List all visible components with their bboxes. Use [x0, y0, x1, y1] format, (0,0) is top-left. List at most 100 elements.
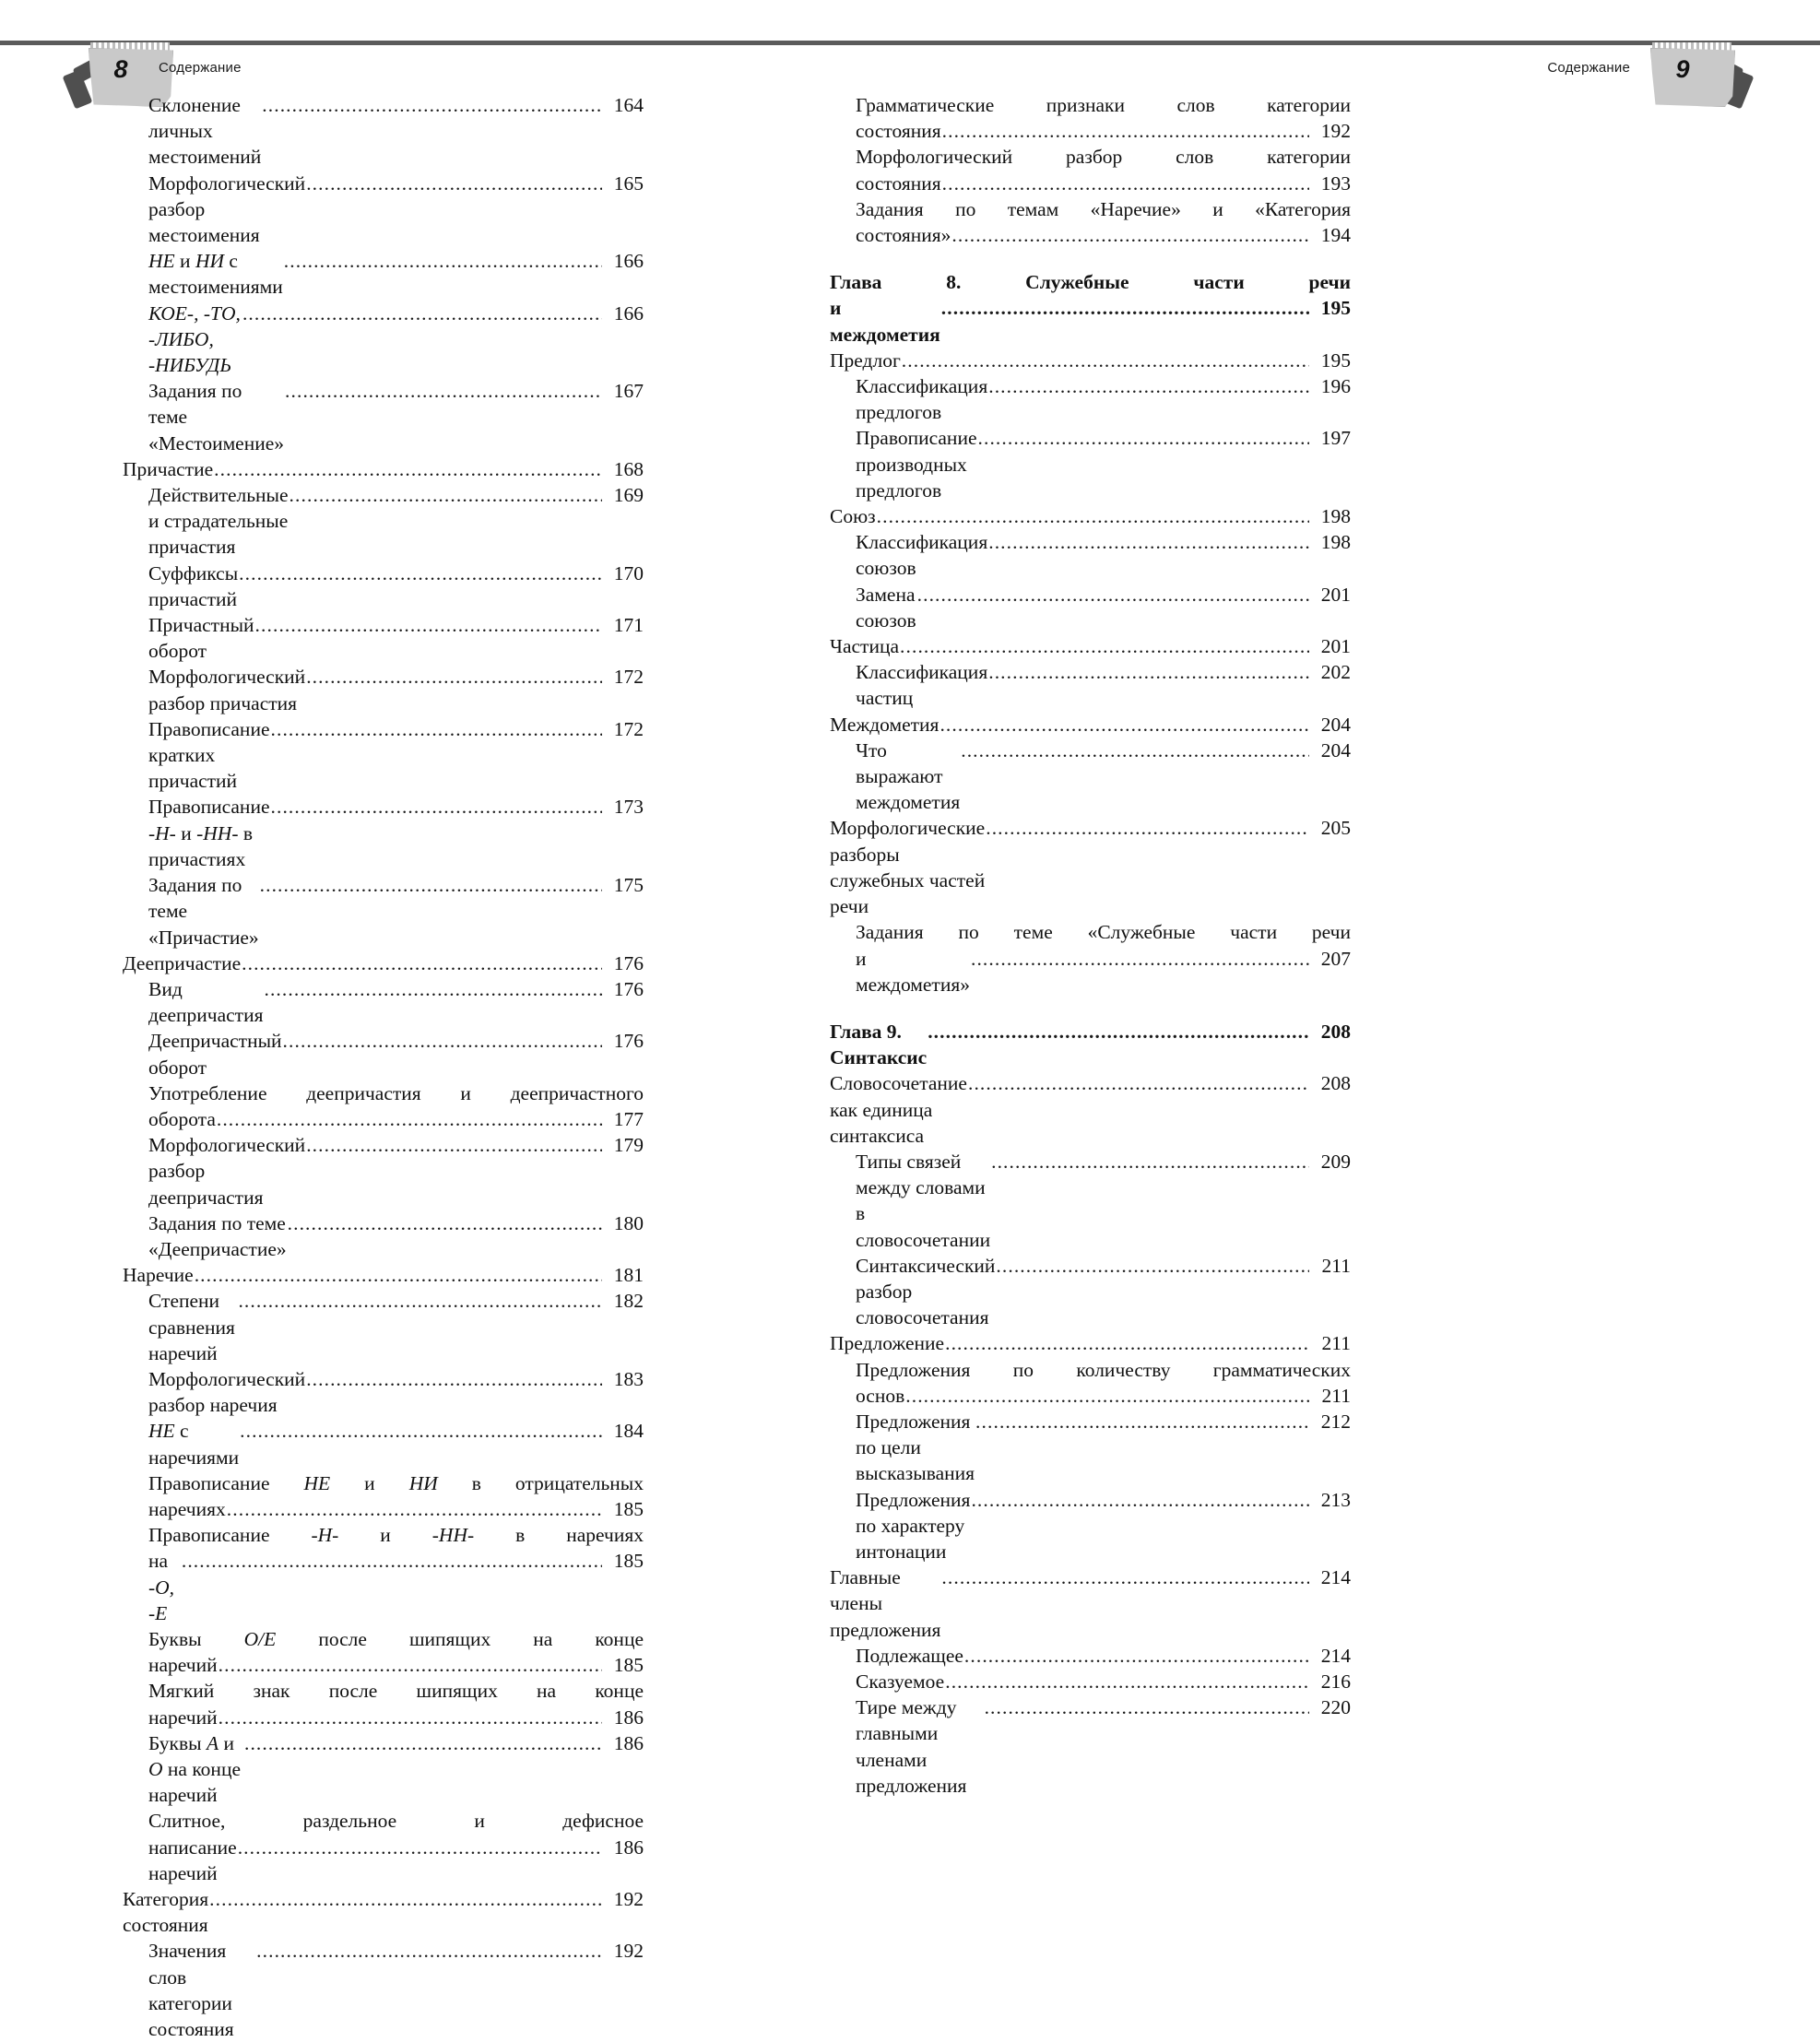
dot-leader [288, 1210, 602, 1236]
toc-entry[interactable]: Морфологические разборы служебных частей… [830, 815, 1351, 919]
dot-leader [905, 1383, 1309, 1409]
toc-entry[interactable]: Предложения по количеству грамматических… [830, 1357, 1351, 1409]
toc-entry[interactable]: Действительные и страдательные причастия… [123, 482, 644, 561]
toc-chapter-entry[interactable]: Глава 8. Служебные части речи и междомети… [830, 269, 1351, 348]
toc-entry[interactable]: Частица 201 [830, 633, 1351, 659]
toc-entry-title: Классификация частиц [856, 661, 988, 710]
toc-page-number: 205 [1320, 817, 1351, 840]
toc-entry[interactable]: Замена союзов 201 [830, 582, 1351, 633]
toc-entry-title-line2: наречий [148, 1706, 218, 1729]
toc-entry-title: Предложения по цели высказывания [856, 1410, 975, 1485]
toc-entry[interactable]: Причастие 168 [123, 456, 644, 482]
dot-leader [985, 1694, 1309, 1720]
toc-entry[interactable]: Предлог 195 [830, 348, 1351, 373]
toc-entry[interactable]: Задания по теме «Деепричастие» 180 [123, 1210, 644, 1262]
toc-page-number: 168 [613, 457, 644, 480]
toc-entry[interactable]: Задания по теме «Причастие» 175 [123, 872, 644, 950]
toc-entry[interactable]: Главные члены предложения 214 [830, 1564, 1351, 1643]
toc-page-number: 198 [1320, 505, 1351, 528]
toc-entry-title: Морфологические разборы служебных частей… [830, 817, 986, 918]
dot-leader [255, 612, 602, 638]
toc-entry[interactable]: Подлежащее 214 [830, 1643, 1351, 1669]
toc-entry[interactable]: Мягкий знак после шипящих на конце наречи… [123, 1678, 644, 1729]
toc-entry[interactable]: Значения слов категории состояния 192 [123, 1938, 644, 2042]
toc-entry[interactable]: Буквы А и О на конце наречий 186 [123, 1730, 644, 1809]
toc-entry-title: Правописание -Н- и -НН- в причастиях [148, 796, 270, 870]
toc-entry-title: Словосочетание как единица синтаксиса [830, 1072, 967, 1147]
toc-entry[interactable]: Причастный оборот 171 [123, 612, 644, 664]
toc-page-number: 209 [1320, 1150, 1351, 1173]
toc-entry[interactable]: Правописание -Н- и -НН- в наречиях на -О,… [123, 1522, 644, 1626]
toc-entry[interactable]: Классификация союзов 198 [830, 529, 1351, 581]
toc-entry[interactable]: Классификация частиц 202 [830, 659, 1351, 711]
toc-entry[interactable]: Задания по темам «Наречие» и «Категория с… [830, 196, 1351, 248]
toc-entry[interactable]: Союз 198 [830, 503, 1351, 529]
toc-entry[interactable]: Междометия 204 [830, 712, 1351, 738]
dot-leader [306, 1366, 602, 1392]
toc-entry[interactable]: Задания по теме «Служебные части речи и м… [830, 919, 1351, 997]
toc-entry[interactable]: Склонение личных местоимений 164 [123, 92, 644, 171]
toc-entry[interactable]: Тире между главными членами предложения 2… [830, 1694, 1351, 1799]
dot-leader [978, 425, 1310, 451]
toc-page-number: 186 [613, 1731, 644, 1754]
toc-entry-title: Сказуемое [856, 1670, 945, 1693]
page-number-right: 9 [1675, 55, 1690, 83]
toc-entry[interactable]: Буквы О/Е после шипящих на конце наречий 1… [123, 1626, 644, 1678]
toc-column-left: Склонение личных местоимений 164 Морфологи… [123, 92, 644, 2042]
dot-leader [986, 815, 1309, 841]
dot-leader [961, 738, 1309, 763]
toc-entry[interactable]: Морфологический разбор слов категории сос… [830, 144, 1351, 195]
dot-leader [285, 378, 602, 404]
toc-page-number: 186 [613, 1706, 644, 1729]
dot-leader [942, 118, 1309, 144]
toc-entry[interactable]: Грамматические признаки слов категории со… [830, 92, 1351, 144]
toc-entry[interactable]: Синтаксический разбор словосочетания 211 [830, 1253, 1351, 1331]
toc-entry[interactable]: Морфологический разбор причастия 172 [123, 664, 644, 715]
toc-entry[interactable]: Употребление деепричастия и деепричастно… [123, 1080, 644, 1132]
toc-entry[interactable]: Деепричастие 176 [123, 950, 644, 976]
dot-leader [951, 222, 1309, 248]
toc-entry[interactable]: Предложения по цели высказывания 212 [830, 1409, 1351, 1487]
toc-page-number: 197 [1320, 427, 1351, 450]
toc-entry[interactable]: Предложения по характеру интонации 213 [830, 1487, 1351, 1565]
toc-entry[interactable]: Правописание производных предлогов 197 [830, 425, 1351, 503]
toc-entry[interactable]: Правописание НЕ и НИ в отрицательных наре… [123, 1470, 644, 1522]
toc-entry-title-line2: состояния [856, 120, 941, 143]
dot-leader [996, 1253, 1309, 1279]
toc-page-number: 164 [613, 94, 644, 116]
toc-entry-title: Предложения по характеру интонации [856, 1488, 971, 1563]
toc-entry-title: Склонение личных местоимений [148, 94, 262, 169]
toc-entry[interactable]: Что выражают междометия 204 [830, 738, 1351, 816]
toc-entry[interactable]: Словосочетание как единица синтаксиса 208 [830, 1070, 1351, 1149]
toc-entry-title-line2: на -О, -Е [148, 1550, 175, 1624]
toc-entry-title-line1: Употребление деепричастия и деепричастно… [148, 1081, 644, 1104]
toc-entry[interactable]: Предложение 211 [830, 1330, 1351, 1356]
toc-entry[interactable]: НЕ с наречиями 184 [123, 1418, 644, 1470]
toc-entry[interactable]: Степени сравнения наречий 182 [123, 1288, 644, 1366]
toc-page-number: 173 [613, 796, 644, 819]
toc-entry[interactable]: Слитное, раздельное и дефисное написание … [123, 1808, 644, 1886]
dot-leader [940, 712, 1309, 738]
toc-entry[interactable]: Вид деепричастия 176 [123, 976, 644, 1028]
toc-entry[interactable]: Правописание -Н- и -НН- в причастиях 173 [123, 794, 644, 872]
dot-leader [964, 1643, 1309, 1669]
toc-page-number: 192 [613, 1888, 644, 1911]
toc-entry[interactable]: Морфологический разбор деепричастия 179 [123, 1132, 644, 1210]
toc-entry[interactable]: Сказуемое 216 [830, 1669, 1351, 1694]
toc-entry[interactable]: Классификация предлогов 196 [830, 373, 1351, 425]
toc-entry[interactable]: КОЕ-, -ТО, -ЛИБО, -НИБУДЬ 166 [123, 301, 644, 379]
toc-entry-title: НЕ и НИ с местоимениями [148, 250, 283, 299]
toc-entry[interactable]: Задания по теме «Местоимение» 167 [123, 378, 644, 456]
toc-entry[interactable]: Типы связей между словами в словосочетан… [830, 1149, 1351, 1253]
toc-entry[interactable]: Морфологический разбор наречия 183 [123, 1366, 644, 1418]
toc-entry[interactable]: Категория состояния 192 [123, 1886, 644, 1938]
toc-entry[interactable]: Правописание кратких причастий 172 [123, 716, 644, 795]
toc-page-number: 213 [1320, 1488, 1351, 1511]
toc-chapter-entry[interactable]: Глава 9. Синтаксис 208 [830, 1019, 1351, 1070]
toc-entry[interactable]: Морфологический разбор местоимения 165 [123, 171, 644, 249]
toc-entry[interactable]: Суффиксы причастий 170 [123, 561, 644, 612]
toc-entry-title-line1: Задания по темам «Наречие» и «Категория [856, 197, 1351, 220]
toc-entry[interactable]: НЕ и НИ с местоимениями 166 [123, 248, 644, 300]
toc-entry[interactable]: Наречие 181 [123, 1262, 644, 1288]
toc-entry[interactable]: Деепричастный оборот 176 [123, 1028, 644, 1080]
